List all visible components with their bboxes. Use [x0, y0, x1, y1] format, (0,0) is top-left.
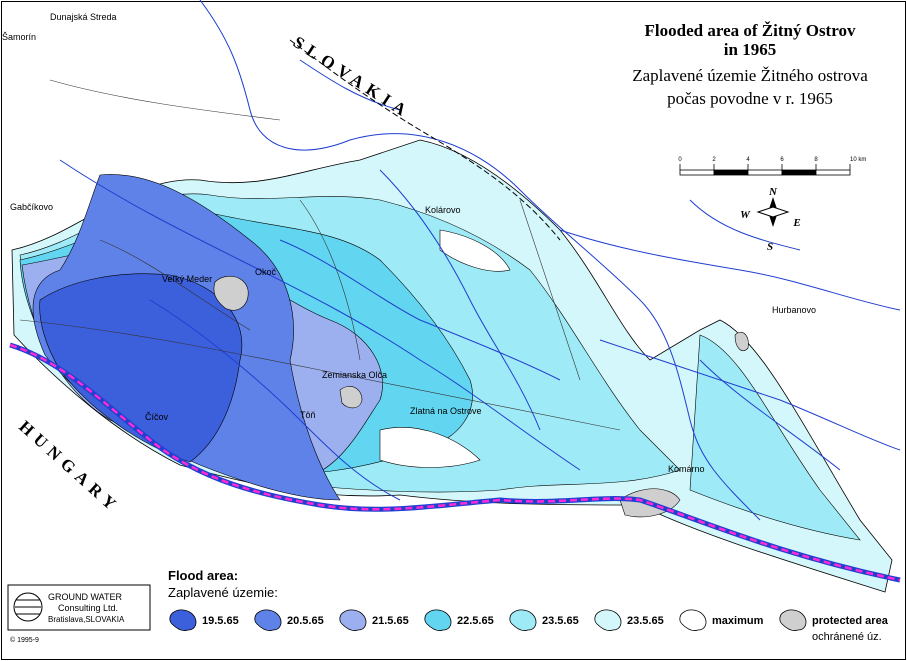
legend-swatch: [169, 609, 197, 631]
scale-segment: [713, 169, 749, 176]
legend-swatch: [424, 609, 452, 631]
flood-zones: [11, 139, 893, 593]
roads: [19, 79, 621, 431]
logo-text: Bratislava,SLOVAKIA: [48, 615, 125, 624]
scale-label: 10 km: [850, 157, 866, 163]
code: © 1995-9: [10, 636, 39, 644]
scale-label: 8: [814, 157, 818, 163]
compass-label: W: [740, 209, 751, 221]
place-label: Okoč: [255, 267, 277, 277]
compass-label: E: [792, 217, 800, 229]
legend-swatch: [779, 609, 807, 631]
place-label: Gabčíkovo: [10, 202, 53, 212]
place-label: Zlatná na Ostrove: [410, 406, 482, 416]
scale-segment: [815, 169, 851, 176]
flood-zone: [689, 334, 861, 541]
legend-label: 19.5.65: [202, 615, 239, 627]
legend-label: 22.5.65: [457, 615, 494, 627]
flood-zone: [439, 229, 511, 272]
legend-label: 20.5.65: [287, 615, 324, 627]
state-border: [289, 39, 561, 241]
place-label: Šamorín: [2, 32, 36, 42]
legend-sublabel: ochránené úz.: [812, 631, 882, 643]
place-label: Veľký Meder: [162, 274, 212, 284]
logo-text: GROUND WATER: [48, 592, 122, 602]
subtitle: počas povodne v r. 1965: [667, 89, 833, 108]
legend-label: protected area: [812, 615, 889, 627]
compass-label: N: [768, 186, 778, 198]
title: in 1965: [724, 40, 776, 59]
scale-segment: [679, 169, 715, 176]
place-label: Číčov: [145, 412, 169, 422]
legend-subtitle: Zaplavené územie:: [168, 585, 278, 600]
scale-bar: 0 2 4 6 8 10 km: [678, 157, 866, 176]
place-label: Kolárovo: [425, 205, 461, 215]
subtitle: Zaplavené územie Žitného ostrova: [632, 66, 868, 85]
compass: N E S W: [740, 186, 801, 253]
title-block: Flooded area of Žitný Ostrov in 1965 Zap…: [632, 21, 868, 108]
scale-segment: [781, 169, 817, 176]
legend-label: 23.5.65: [542, 615, 579, 627]
scale-label: 2: [712, 157, 716, 163]
scale-label: 0: [678, 157, 682, 163]
scale-label: 4: [746, 157, 750, 163]
state-border-danube: [9, 343, 901, 582]
protected-area: [734, 331, 749, 352]
legend-swatch: [594, 609, 622, 631]
protected-area: [213, 275, 249, 311]
rivers: [59, 0, 901, 521]
legend-title: Flood area:: [168, 568, 238, 583]
legend-swatch: [679, 609, 707, 631]
place-label: Dunajská Streda: [50, 12, 117, 22]
flood-zone: [379, 427, 481, 468]
logo-text: Consulting Ltd.: [58, 603, 118, 613]
place-label: Tôň: [300, 410, 316, 420]
compass-label: S: [767, 241, 773, 253]
title: Flooded area of Žitný Ostrov: [645, 21, 856, 40]
scale-segment: [747, 169, 783, 176]
place-label: Zemianska Olča: [322, 370, 387, 380]
places: Gabčíkovo Veľký Meder Kolárovo Komárno Šamor…: [2, 12, 816, 474]
legend: 19.5.65 20.5.65 21.5.65 22.5.65 23.5.65 23.5.…: [169, 609, 889, 643]
logo: GROUND WATER Consulting Ltd. Bratislava,…: [7, 584, 151, 631]
scale-label: 6: [780, 157, 784, 163]
place-label: Hurbanovo: [772, 305, 816, 315]
legend-swatch: [339, 609, 367, 631]
legend-swatch: [509, 609, 537, 631]
legend-swatch: [254, 609, 282, 631]
place-label: Komárno: [668, 464, 705, 474]
legend-label: 23.5.65: [627, 615, 664, 627]
legend-label: 21.5.65: [372, 615, 409, 627]
protected-area: [339, 386, 363, 409]
legend-label: maximum: [712, 615, 764, 627]
